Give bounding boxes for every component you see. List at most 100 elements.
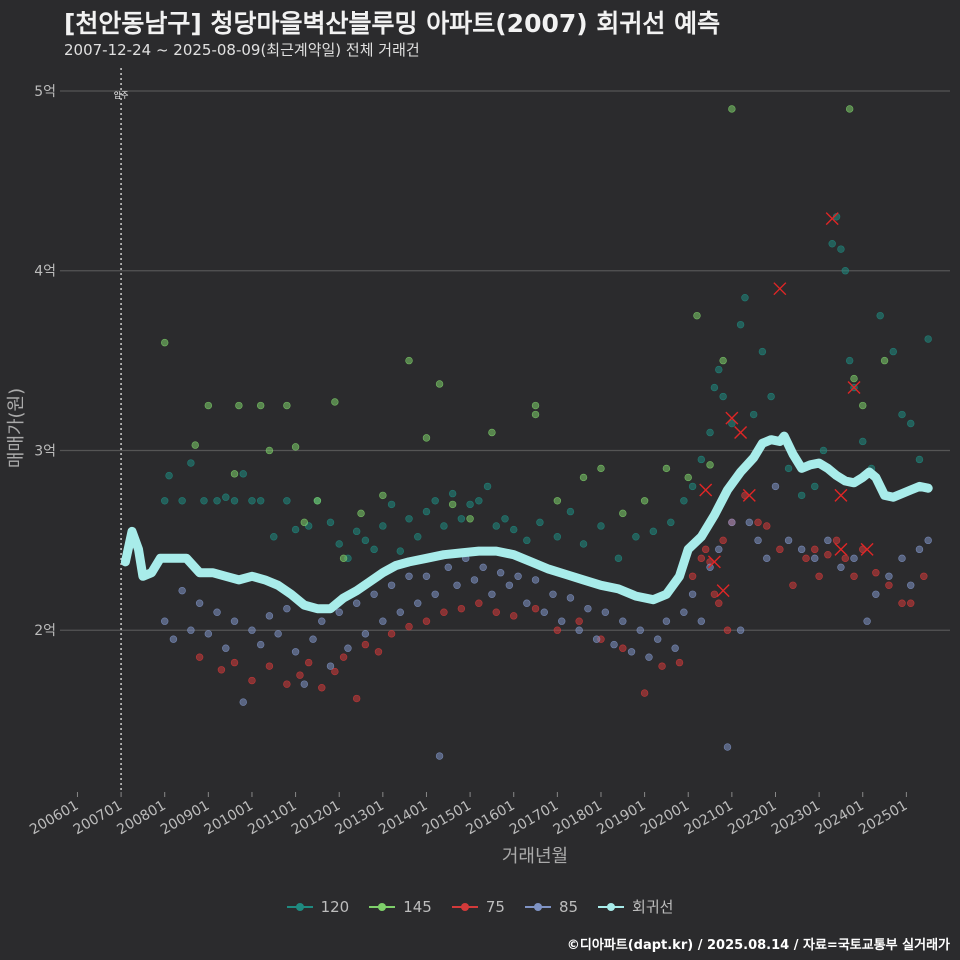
point-120 [213, 497, 221, 505]
point-145 [191, 441, 199, 449]
highlight-stroke [742, 488, 756, 502]
point-75 [339, 653, 348, 661]
point-120 [819, 446, 828, 455]
x-tick-label: 200701 [71, 798, 125, 839]
highlight-marker [834, 542, 848, 556]
point-85 [283, 604, 291, 613]
point-75 [575, 617, 583, 625]
point-120 [523, 536, 531, 545]
point-120 [649, 527, 658, 536]
point-145 [235, 401, 243, 410]
highlight-stroke [716, 584, 730, 598]
chart-title: [천안동남구] 청당마을벽산블루밍 아파트(2007) 회귀선 예측 [64, 9, 721, 38]
point-85 [680, 608, 688, 616]
point-75 [304, 658, 313, 667]
point-145 [204, 401, 213, 410]
y-tick-label: 4억 [34, 264, 56, 280]
point-85 [309, 635, 317, 643]
point-85 [610, 640, 618, 649]
x-tick-label: 201501 [420, 798, 474, 839]
chart-subtitle: 2007-12-24 ~ 2025-08-09(최근계약일) 전체 거래건 [64, 41, 420, 59]
highlight-marker [716, 584, 730, 598]
point-120 [841, 267, 849, 275]
point-145 [488, 428, 496, 437]
point-85 [850, 554, 858, 563]
x-axis-title: 거래년월 [502, 846, 568, 867]
point-120 [448, 489, 457, 498]
point-75 [675, 658, 684, 667]
point-120 [566, 507, 575, 516]
axis-layer: 2억3억4억5억20060120070120080120090120100120… [6, 84, 910, 867]
point-75 [265, 662, 274, 670]
point-145 [161, 338, 169, 347]
point-120 [715, 365, 723, 374]
point-75 [832, 536, 841, 545]
point-75 [815, 572, 823, 580]
point-145 [265, 446, 274, 455]
point-75 [763, 522, 771, 530]
point-145 [597, 464, 605, 473]
point-75 [195, 653, 204, 661]
point-75 [405, 622, 413, 631]
point-75 [230, 658, 239, 667]
point-145 [448, 500, 457, 509]
point-85 [811, 554, 819, 563]
point-120 [457, 515, 466, 523]
point-120 [614, 554, 623, 563]
point-85 [763, 554, 771, 563]
point-85 [496, 569, 505, 577]
point-75 [754, 518, 762, 527]
point-145 [313, 497, 322, 505]
point-85 [885, 572, 893, 580]
point-145 [531, 410, 540, 419]
point-120 [200, 497, 208, 505]
point-75 [723, 626, 732, 634]
highlight-marker [742, 488, 756, 502]
point-85 [352, 599, 361, 607]
legend-label-75: 75 [485, 897, 505, 916]
move-in-label: 입주 [114, 91, 129, 100]
point-120 [667, 518, 675, 527]
highlight-marker [773, 282, 787, 296]
point-145 [728, 105, 736, 113]
point-120 [352, 527, 361, 536]
point-75 [361, 640, 370, 649]
regression-line [120, 431, 933, 614]
point-85 [619, 617, 627, 625]
point-145 [706, 461, 714, 469]
point-85 [697, 617, 706, 625]
point-120 [396, 547, 404, 555]
point-85 [344, 644, 352, 652]
point-75 [440, 608, 448, 616]
point-120 [326, 518, 335, 527]
point-120 [239, 470, 247, 478]
legend-label-85: 85 [558, 897, 579, 916]
point-85 [907, 581, 915, 589]
point-85 [256, 640, 265, 649]
point-75 [492, 608, 500, 616]
highlight-stroke [847, 381, 861, 395]
point-85 [715, 545, 723, 554]
point-85 [222, 644, 230, 652]
point-120 [688, 482, 697, 491]
point-85 [470, 576, 479, 584]
point-85 [531, 576, 540, 584]
point-120 [422, 507, 431, 516]
point-85 [601, 608, 610, 616]
point-145 [379, 491, 387, 500]
point-120 [907, 419, 915, 428]
points-layer [161, 105, 932, 760]
point-145 [256, 401, 265, 410]
regression-layer [120, 431, 933, 614]
point-120 [680, 497, 688, 505]
point-120 [270, 533, 278, 541]
x-tick-label: 201801 [551, 798, 605, 839]
point-85 [488, 590, 496, 598]
point-120 [283, 497, 291, 505]
point-120 [483, 482, 492, 491]
point-85 [435, 752, 444, 760]
x-tick-label: 202201 [725, 798, 779, 839]
point-85 [453, 581, 461, 589]
point-120 [405, 515, 413, 523]
point-85 [549, 590, 557, 598]
